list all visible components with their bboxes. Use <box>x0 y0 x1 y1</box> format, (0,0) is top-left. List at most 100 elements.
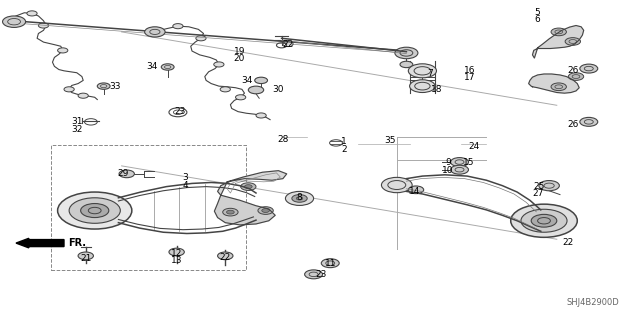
Circle shape <box>223 208 238 216</box>
Text: SHJ4B2900D: SHJ4B2900D <box>566 298 619 307</box>
Text: 15: 15 <box>463 158 475 167</box>
Circle shape <box>539 181 559 191</box>
Text: 23: 23 <box>175 107 186 116</box>
Circle shape <box>292 195 307 202</box>
Text: 4: 4 <box>183 181 188 189</box>
Polygon shape <box>532 26 584 58</box>
Circle shape <box>169 248 184 256</box>
Text: 8: 8 <box>297 193 302 202</box>
Circle shape <box>410 80 435 93</box>
Circle shape <box>27 11 37 16</box>
Polygon shape <box>214 195 275 225</box>
Text: 26: 26 <box>568 120 579 129</box>
Circle shape <box>64 87 74 92</box>
Text: 25: 25 <box>533 182 545 191</box>
Text: 17: 17 <box>464 73 476 82</box>
Circle shape <box>381 177 412 193</box>
Text: 16: 16 <box>464 66 476 75</box>
Text: 18: 18 <box>431 85 442 94</box>
Circle shape <box>551 83 566 91</box>
Text: 29: 29 <box>118 169 129 178</box>
FancyArrow shape <box>16 238 64 248</box>
Circle shape <box>511 204 577 237</box>
Circle shape <box>119 170 134 178</box>
Text: 32: 32 <box>71 125 83 134</box>
Text: 20: 20 <box>234 54 245 63</box>
Text: 12: 12 <box>171 249 182 258</box>
Circle shape <box>451 158 468 167</box>
Text: 5: 5 <box>535 8 540 17</box>
Circle shape <box>196 36 206 41</box>
Circle shape <box>58 192 132 229</box>
Circle shape <box>78 93 88 98</box>
Circle shape <box>161 64 174 70</box>
Text: 14: 14 <box>409 187 420 196</box>
Polygon shape <box>529 74 579 93</box>
Text: 24: 24 <box>468 142 479 151</box>
Text: 22: 22 <box>220 253 231 262</box>
Circle shape <box>321 259 339 268</box>
Polygon shape <box>218 171 287 195</box>
Circle shape <box>395 47 418 59</box>
Circle shape <box>408 64 436 78</box>
Text: 31: 31 <box>71 117 83 126</box>
Circle shape <box>236 95 246 100</box>
Circle shape <box>58 48 68 53</box>
Text: 34: 34 <box>241 76 253 85</box>
Circle shape <box>531 214 557 227</box>
Text: 19: 19 <box>234 47 245 56</box>
Circle shape <box>400 61 413 68</box>
Text: 10: 10 <box>442 166 454 175</box>
Circle shape <box>97 83 110 89</box>
Text: 33: 33 <box>109 82 121 91</box>
Text: 22: 22 <box>563 238 574 247</box>
Circle shape <box>256 113 266 118</box>
Text: 3: 3 <box>183 173 188 182</box>
Circle shape <box>305 270 323 279</box>
Circle shape <box>258 207 273 214</box>
Circle shape <box>38 23 49 28</box>
Text: 2: 2 <box>342 145 347 154</box>
Text: 30: 30 <box>272 85 284 94</box>
Circle shape <box>565 38 580 45</box>
Text: 34: 34 <box>146 63 157 71</box>
Circle shape <box>3 16 26 27</box>
Text: 35: 35 <box>385 137 396 145</box>
Circle shape <box>568 73 584 80</box>
Circle shape <box>173 24 183 29</box>
Text: 28: 28 <box>278 135 289 144</box>
Text: 23: 23 <box>316 271 327 279</box>
Circle shape <box>145 27 165 37</box>
Circle shape <box>285 191 314 205</box>
Circle shape <box>214 62 224 67</box>
Circle shape <box>262 209 269 212</box>
Text: FR.: FR. <box>68 238 86 248</box>
Text: 26: 26 <box>568 66 579 75</box>
Circle shape <box>220 87 230 92</box>
Text: 1: 1 <box>342 137 347 146</box>
Circle shape <box>451 165 468 174</box>
Circle shape <box>580 117 598 126</box>
Circle shape <box>218 252 233 260</box>
Circle shape <box>227 210 234 214</box>
Circle shape <box>244 185 252 189</box>
Circle shape <box>551 28 566 36</box>
Text: 7: 7 <box>428 69 433 78</box>
Text: 21: 21 <box>80 254 92 263</box>
Circle shape <box>78 252 93 260</box>
Circle shape <box>81 204 109 218</box>
Text: 11: 11 <box>324 259 336 268</box>
Circle shape <box>248 86 264 94</box>
Circle shape <box>580 64 598 73</box>
Text: 6: 6 <box>535 15 540 24</box>
Circle shape <box>255 77 268 84</box>
Text: 27: 27 <box>532 189 543 198</box>
Text: 22: 22 <box>282 40 294 48</box>
Text: 13: 13 <box>171 256 182 265</box>
Circle shape <box>241 183 256 190</box>
Text: 9: 9 <box>445 158 451 167</box>
Circle shape <box>69 198 120 223</box>
Circle shape <box>408 186 424 194</box>
Circle shape <box>521 209 567 232</box>
Bar <box>51 145 246 270</box>
